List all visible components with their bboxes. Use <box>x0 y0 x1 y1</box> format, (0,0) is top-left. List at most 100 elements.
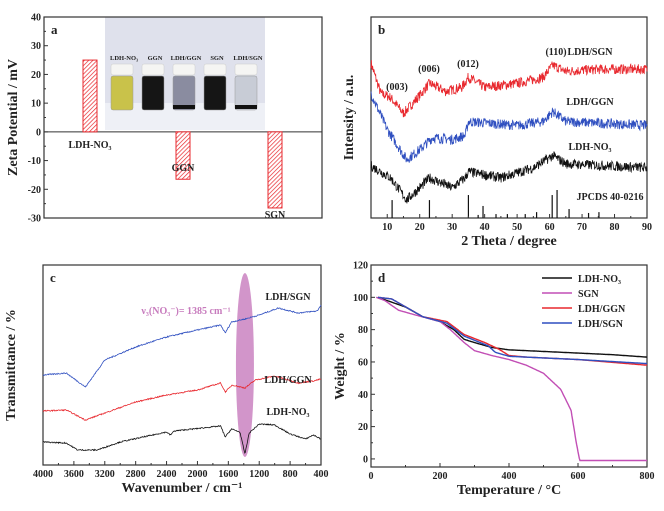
vial-label: LDH/SGN <box>233 55 263 62</box>
vial-body <box>110 75 134 111</box>
bar <box>267 131 283 209</box>
y-tick-label: 0 <box>363 454 368 465</box>
x-tick-label: 70 <box>577 222 587 233</box>
y-tick-label: 40 <box>358 390 368 401</box>
x-tick-label: 600 <box>571 471 586 482</box>
y-axis-label: Zeta Potential / mV <box>6 59 21 176</box>
y-tick-label: 120 <box>353 261 368 272</box>
x-tick-label: 40 <box>480 222 490 233</box>
x-axis-label: Wavenumber / cm⁻¹ <box>122 481 243 496</box>
y-tick-label: 30 <box>31 41 41 52</box>
y-axis-label: Transmittance / % <box>4 309 19 421</box>
y-tick-label: 60 <box>358 357 368 368</box>
panel-c-ftir-chart: c LDH/SGN LDH/GGN LDH-NO₃ ν₃(NO₃⁻)= 1385 cm⁻… <box>4 264 329 496</box>
ftir-curve <box>42 375 322 421</box>
vial-cap <box>110 63 134 76</box>
y-tick-label: 10 <box>31 99 41 110</box>
peak-annotation: (012) <box>457 59 479 70</box>
y-tick-label: 20 <box>358 422 368 433</box>
x-tick-label: 1200 <box>249 469 269 480</box>
panel-letter: c <box>50 270 56 285</box>
ftir-curve <box>42 304 322 388</box>
peak-annotation: ν₃(NO₃⁻)= 1385 cm⁻¹ <box>140 306 230 317</box>
x-tick-label: 400 <box>502 471 517 482</box>
xrd-curve <box>370 151 648 204</box>
x-tick-label: 1600 <box>218 469 238 480</box>
bar-label: LDH-NO₃ <box>69 140 112 151</box>
inset-vial-photo: LDH-NO₃ GGN LDH/GGN SGN LDH/SGN <box>105 17 265 130</box>
x-axis-label: 2 Theta / degree <box>461 234 557 249</box>
series-label: LDH/GGN <box>566 97 614 108</box>
bar-label: GGN <box>172 163 196 174</box>
x-tick-label: 50 <box>512 222 522 233</box>
y-tick-label: 40 <box>31 13 41 24</box>
series-label: LDH-NO₃ <box>569 142 612 153</box>
vial-label: GGN <box>148 55 163 62</box>
x-tick-label: 30 <box>447 222 457 233</box>
series-label: LDH-NO₃ <box>267 407 310 418</box>
y-tick-label: 80 <box>358 325 368 336</box>
y-tick-label: -30 <box>28 214 41 225</box>
reference-label: JPCDS 40-0216 <box>577 192 644 203</box>
legend-label: LDH/SGN <box>578 319 624 330</box>
vial-body <box>203 75 227 111</box>
vial-body <box>141 75 165 111</box>
vial-cap <box>172 63 196 76</box>
x-tick-label: 2800 <box>126 469 146 480</box>
peak-annotation: (003) <box>386 82 408 93</box>
y-tick-label: -10 <box>28 156 41 167</box>
x-tick-label: 2000 <box>187 469 207 480</box>
legend-label: SGN <box>578 289 599 300</box>
vial-sediment <box>235 105 257 109</box>
panel-letter: b <box>378 22 385 37</box>
bar <box>175 131 191 180</box>
y-tick-label: 100 <box>353 293 368 304</box>
xrd-curve <box>370 91 648 163</box>
x-tick-label: 800 <box>283 469 298 480</box>
x-tick-label: 400 <box>314 469 329 480</box>
vial-label: LDH/GGN <box>171 55 202 62</box>
y-tick-label: 0 <box>36 127 41 138</box>
x-tick-label: 2400 <box>157 469 177 480</box>
vial-sediment <box>173 105 195 109</box>
x-tick-label: 10 <box>382 222 392 233</box>
series-label: LDH/GGN <box>264 375 312 386</box>
peak-annotation: (006) <box>418 64 440 75</box>
series-label: LDH/SGN <box>567 47 613 58</box>
panel-a-zeta-chart: LDH-NO₃ GGN LDH/GGN SGN LDH/SGN a -30 -20 -10 0 10… <box>6 13 323 225</box>
plot-frame <box>370 264 648 468</box>
x-tick-label: 20 <box>415 222 425 233</box>
panel-letter: a <box>51 22 58 37</box>
panel-b-xrd-chart: b LDH/SGN LDH/GGN LDH-NO₃ JPCDS 40-0216 (003)… <box>342 16 652 249</box>
y-tick-label: -20 <box>28 185 41 196</box>
vial-cap <box>203 63 227 76</box>
bar <box>82 59 98 133</box>
vial-body <box>172 75 196 111</box>
bar-label: SGN <box>265 210 286 221</box>
y-tick-label: 20 <box>31 70 41 81</box>
x-tick-label: 3600 <box>64 469 84 480</box>
highlight-ellipse <box>235 273 254 457</box>
vial-cap <box>141 63 165 76</box>
legend-label: LDH-NO₃ <box>578 274 621 285</box>
x-tick-label: 200 <box>433 471 448 482</box>
x-tick-label: 800 <box>640 471 655 482</box>
x-tick-label: 60 <box>545 222 555 233</box>
panel-d-tga-chart: d LDH-NO₃ SGN LDH/GGN LDH/SGN 0 20 40 60 80 100 120… <box>333 261 655 499</box>
x-tick-label: 90 <box>642 222 652 233</box>
legend: LDH-NO₃ SGN LDH/GGN LDH/SGN <box>542 274 626 330</box>
vial-body <box>234 75 258 111</box>
vial-label: LDH-NO₃ <box>110 55 138 62</box>
panel-letter: d <box>378 270 386 285</box>
vial-label: SGN <box>210 55 224 62</box>
x-tick-label: 0 <box>369 471 374 482</box>
x-axis-label: Temperature / °C <box>457 483 561 498</box>
vial-cap <box>234 63 258 76</box>
y-axis-label: Weight / % <box>333 332 348 400</box>
x-tick-label: 3200 <box>95 469 115 480</box>
ftir-curve <box>42 423 322 454</box>
x-tick-label: 4000 <box>33 469 53 480</box>
peak-annotation: (110) <box>545 47 566 58</box>
legend-label: LDH/GGN <box>578 304 626 315</box>
